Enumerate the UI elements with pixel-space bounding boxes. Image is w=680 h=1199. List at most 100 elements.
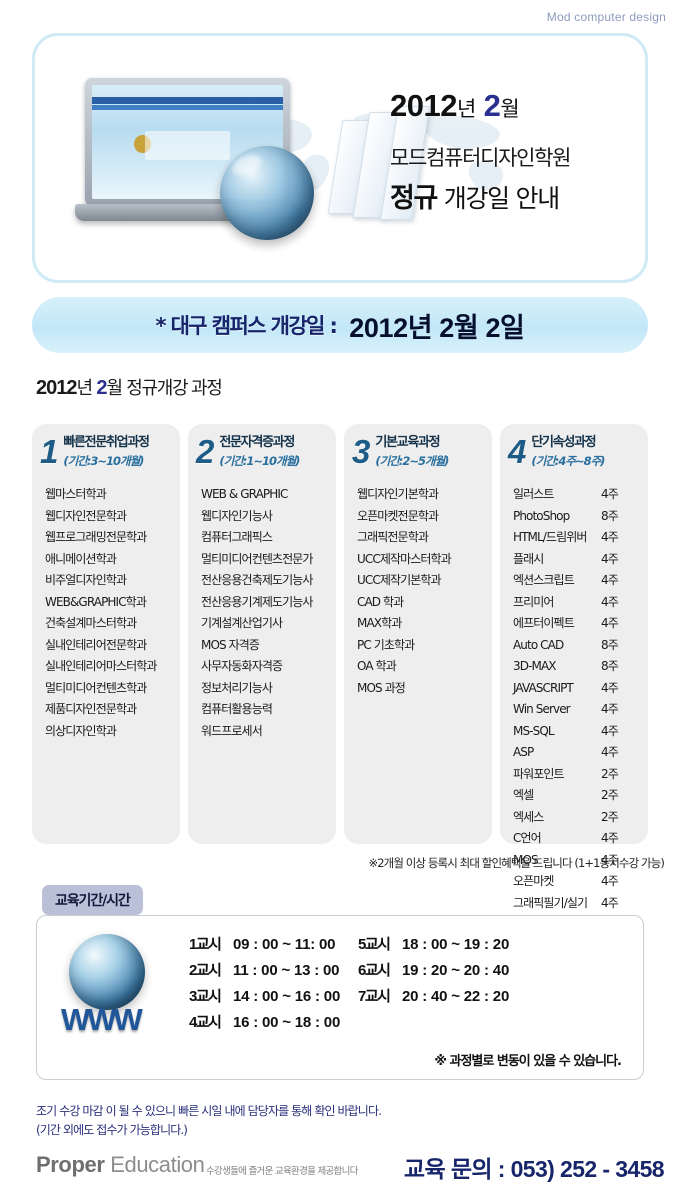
schedule-rows: 1교시 09 : 00 ~ 11: 00 5교시 18 : 00 ~ 19 : 20 …	[189, 932, 509, 1036]
course-column-3: 3 기본교육과정 (기간:2~5개월) 웹디자인기본학과 오픈마켓전문학과 그래…	[344, 424, 492, 844]
column-2-name: 전문자격증과정	[219, 435, 295, 451]
list-item: 전산응용기계제도기능사	[201, 594, 313, 609]
list-item: MS-SQL 4주	[513, 721, 648, 743]
logo-bold-part: Proper	[36, 1152, 105, 1177]
logo-tagline: 수강생들에 즐거운 교육환경을 제공합니다	[206, 1166, 358, 1177]
list-item: 오픈마켓전문학과	[357, 508, 439, 523]
academy-name: 모드컴퓨터디자인학원	[390, 146, 572, 170]
section-title-rest: 정규개강 과정	[126, 378, 223, 398]
campus-open-banner: * 대구 캠퍼스 개강일 : 2012년 2월 2일	[32, 297, 648, 353]
column-1-list: 웹마스터학과 웹디자인전문학과 웹프로그래밍전문학과 애니메이션학과 비주얼디자…	[32, 478, 180, 752]
list-item: 멀티미디어컨텐츠학과	[45, 680, 147, 695]
period-time: 16 : 00 ~ 18 : 00	[233, 1014, 341, 1031]
hero-panel: 2012년 2월 모드컴퓨터디자인학원 정규 개강일 안내	[32, 33, 648, 283]
column-1-duration: (기간:3~10개월)	[63, 454, 144, 469]
column-1-number: 1	[40, 432, 59, 470]
list-item: PC 기초학과	[357, 637, 415, 652]
column-2-number: 2	[196, 432, 215, 470]
list-item: 컴퓨터그래픽스	[201, 530, 273, 544]
hero-year-unit: 년	[456, 98, 476, 121]
course-name: C언어	[513, 831, 542, 845]
list-item: 엑세스 2주	[513, 807, 648, 829]
list-item: 정보처리기능사	[201, 680, 273, 695]
course-column-4: 4 단기속성과정 (기간:4주~8주) 일러스트 4주 PhotoShop 8주 H…	[500, 424, 648, 910]
schedule-panel: WWW 1교시 09 : 00 ~ 11: 00 5교시 18 : 00 ~ 19 :…	[36, 915, 644, 1080]
list-item: 에프터이펙트 4주	[513, 613, 648, 635]
list-item: 컴퓨터활용능력	[201, 702, 273, 716]
course-weeks: 4주	[601, 745, 619, 759]
list-item: 웹프로그래밍전문학과	[45, 530, 147, 544]
course-weeks: 4주	[601, 723, 619, 738]
hero-subtitle-rest: 개강일 안내	[437, 184, 560, 213]
hero-month-unit: 월	[500, 98, 520, 121]
hero-subtitle-bold: 정규	[390, 183, 438, 214]
list-item: HTML/드림위버 4주	[513, 527, 648, 549]
course-name: 파워포인트	[513, 766, 565, 781]
list-item: 엑션스크립트 4주	[513, 570, 648, 592]
course-name: 일러스트	[513, 487, 554, 501]
list-item: WEB&GRAPHIC학과	[45, 594, 147, 609]
period-label: 7교시	[358, 988, 391, 1005]
course-name: HTML/드림위버	[513, 530, 587, 544]
hero-year: 2012	[390, 88, 457, 123]
course-name: JAVASCRIPT	[513, 680, 574, 695]
list-item: MOS 과정	[357, 680, 406, 695]
contact-phone: 교육 문의 : 053) 252 - 3458	[403, 1156, 665, 1182]
course-name: 그래픽필기/실기	[513, 895, 588, 910]
list-item: 웹디자인기능사	[201, 508, 273, 523]
course-weeks: 4주	[601, 852, 619, 867]
list-item: 3D-MAX 8주	[513, 656, 648, 678]
list-item: JAVASCRIPT 4주	[513, 678, 648, 700]
schedule-row: 1교시 09 : 00 ~ 11: 00 5교시 18 : 00 ~ 19 : 20	[189, 932, 509, 958]
column-4-header: 4 단기속성과정 (기간:4주~8주)	[500, 424, 648, 478]
column-2-header: 2 전문자격증과정 (기간:1~10개월)	[188, 424, 336, 478]
column-3-number: 3	[352, 432, 371, 470]
course-weeks: 4주	[601, 487, 619, 501]
brand-line: Mod computer design	[546, 10, 666, 24]
column-3-duration: (기간:2~5개월)	[375, 454, 449, 469]
list-item: 일러스트 4주	[513, 484, 648, 506]
list-item: 실내인테리어전문학과	[45, 637, 147, 652]
discount-footnote: ※2개월 이상 등록시 최대 할인혜택을 드립니다 (1+1동시수강 가능)	[368, 856, 664, 870]
list-item: 그래픽필기/실기 4주	[513, 893, 648, 915]
section-month-unit: 월	[106, 378, 123, 398]
list-item: CAD 학과	[357, 594, 404, 609]
list-item: 웹마스터학과	[45, 487, 107, 501]
www-wordmark: WWW	[61, 1002, 143, 1037]
course-weeks: 4주	[601, 573, 619, 587]
course-weeks: 4주	[601, 702, 619, 716]
course-name: PhotoShop	[513, 508, 570, 523]
course-weeks: 4주	[601, 831, 619, 845]
list-item: 프리미어 4주	[513, 592, 648, 614]
bottom-note-line-2: (기간 외에도 접수가 가능합니다.)	[36, 1123, 188, 1137]
period-label: 3교시	[189, 988, 222, 1005]
course-name: 엑셀	[513, 788, 534, 802]
course-name: 엑세스	[513, 809, 544, 824]
column-3-header: 3 기본교육과정 (기간:2~5개월)	[344, 424, 492, 478]
list-item: UCC제작기본학과	[357, 573, 442, 587]
course-weeks: 4주	[601, 530, 619, 544]
list-item: OA 학과	[357, 659, 397, 673]
column-4-number: 4	[508, 432, 527, 470]
list-item: 전산응용건축제도기능사	[201, 573, 313, 587]
course-name: 에프터이펙트	[513, 616, 575, 630]
course-weeks: 2주	[601, 809, 619, 824]
course-weeks: 4주	[601, 680, 619, 695]
column-3-list: 웹디자인기본학과 오픈마켓전문학과 그래픽전문학과 UCC제작마스터학과 UCC…	[344, 478, 492, 709]
list-item: 제품디자인전문학과	[45, 702, 137, 716]
course-weeks: 4주	[601, 551, 619, 566]
column-4-name: 단기속성과정	[531, 435, 596, 451]
list-item: 비주얼디자인학과	[45, 573, 127, 587]
bottom-note-line-1: 조기 수강 마감 이 될 수 있으니 빠른 시일 내에 담당자를 통해 확인 바…	[36, 1104, 382, 1118]
column-2-duration: (기간:1~10개월)	[219, 454, 300, 469]
course-name: MOS	[513, 852, 539, 867]
column-4-duration: (기간:4주~8주)	[531, 454, 605, 469]
list-item: Win Server 4주	[513, 699, 648, 721]
course-name: ASP	[513, 745, 534, 759]
list-item: UCC제작마스터학과	[357, 551, 452, 566]
list-item: 워드프로세서	[201, 723, 263, 738]
period-time: 20 : 40 ~ 22 : 20	[402, 988, 510, 1005]
list-item: 멀티미디어컨텐츠전문가	[201, 551, 313, 566]
schedule-note: ※ 과정별로 변동이 있을 수 있습니다.	[434, 1054, 622, 1069]
